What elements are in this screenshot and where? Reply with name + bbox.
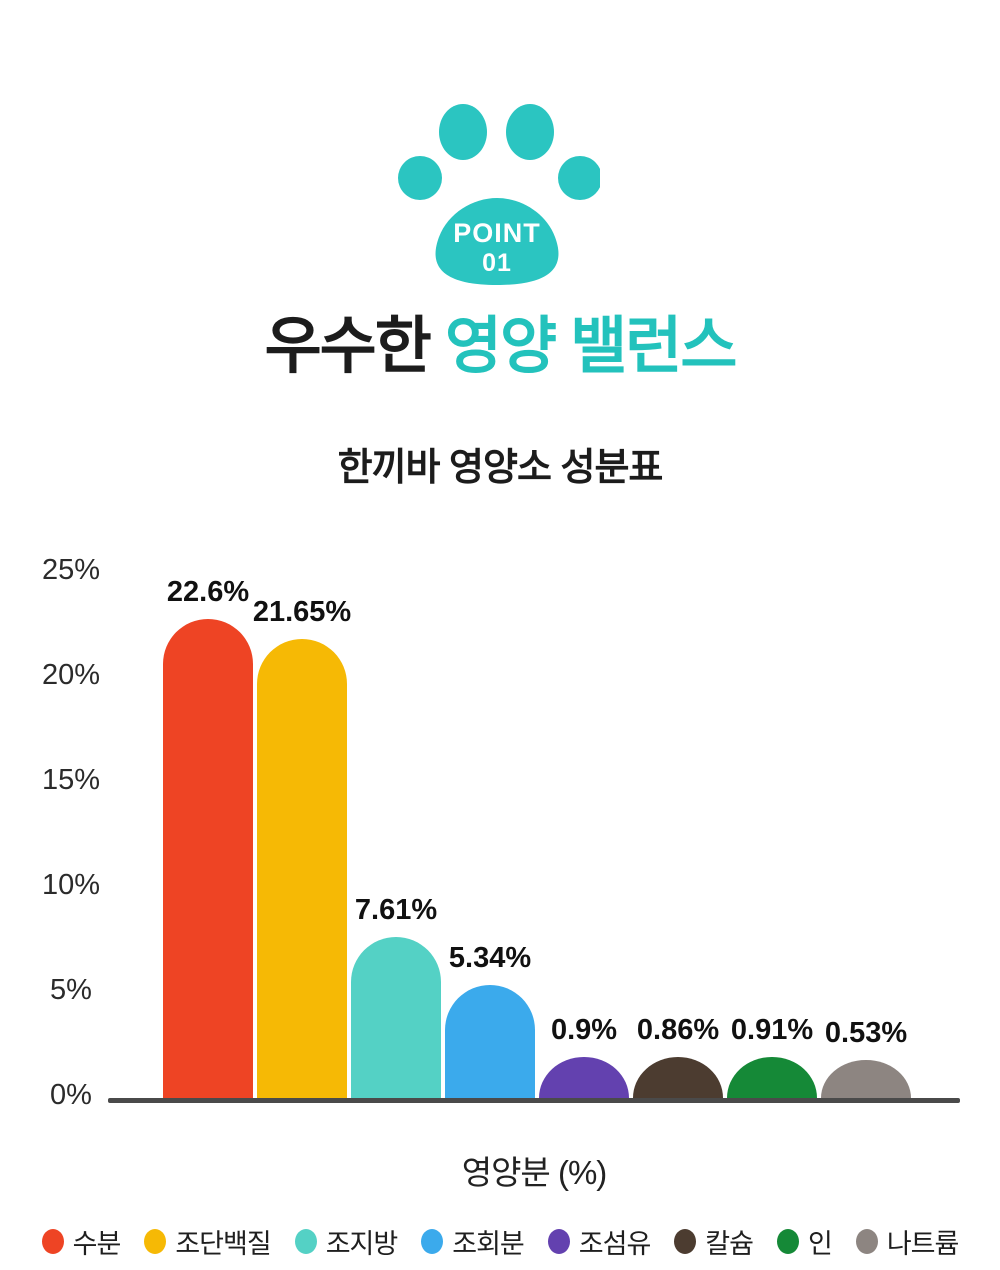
legend-label: 조회분 xyxy=(452,1229,525,1259)
bar-shape xyxy=(727,1056,817,1098)
y-tick-label: 10% xyxy=(41,869,101,901)
bar-조단백질: 21.65% xyxy=(253,596,351,1098)
legend-dot-icon xyxy=(294,1229,317,1254)
badge-point-label: POINT xyxy=(453,218,541,248)
legend-dot-icon xyxy=(41,1229,64,1254)
bar-value-label: 0.53% xyxy=(824,1016,908,1049)
page-title-black: 우수한 xyxy=(264,312,432,381)
legend-item-인: 인 xyxy=(776,1222,833,1261)
bar-value-label: 5.34% xyxy=(448,941,532,974)
bar-value-label: 0.91% xyxy=(730,1013,814,1046)
x-axis-line xyxy=(108,1098,960,1103)
bar-shape xyxy=(445,984,535,1098)
y-tick-label: 5% xyxy=(50,974,92,1006)
legend-dot-icon xyxy=(674,1229,697,1254)
legend-dot-icon xyxy=(144,1229,167,1254)
legend-dot-icon xyxy=(776,1229,799,1254)
paw-pad-icon xyxy=(435,198,559,285)
bar-shape xyxy=(257,639,347,1098)
y-tick-label: 0% xyxy=(50,1079,92,1111)
legend-label: 조지방 xyxy=(325,1229,399,1259)
bar-series: 22.6% 21.65% 7.61% 5.34% 0.9% 0.86% 0.91% 0.53% xyxy=(163,576,911,1098)
x-axis-title: 영양분 (%) xyxy=(461,1154,608,1191)
paw-toe-midleft-icon xyxy=(439,104,487,160)
bar-나트륨: 0.53% xyxy=(821,1017,911,1098)
bar-value-label: 0.9% xyxy=(550,1013,618,1046)
legend-dot-icon xyxy=(421,1229,444,1254)
paw-icon: POINT 01 xyxy=(398,104,600,285)
paw-toe-left-icon xyxy=(398,156,442,200)
y-tick-label: 15% xyxy=(41,764,101,796)
legend-dot-icon xyxy=(547,1229,570,1254)
legend-item-조섬유: 조섬유 xyxy=(547,1222,652,1261)
paw-toe-midright-icon xyxy=(506,104,554,160)
y-tick-label: 20% xyxy=(41,659,101,691)
chart-title: 한끼바 영양소 성분표 xyxy=(337,447,664,489)
y-tick-label: 25% xyxy=(41,554,101,586)
bar-조섬유: 0.9% xyxy=(539,1014,629,1098)
bar-shape xyxy=(633,1057,723,1098)
bar-수분: 22.6% xyxy=(163,576,253,1098)
bar-value-label: 21.65% xyxy=(252,596,352,629)
bar-shape xyxy=(163,618,253,1098)
bar-value-label: 22.6% xyxy=(166,575,250,608)
bar-value-label: 0.86% xyxy=(636,1014,720,1047)
legend-label: 수분 xyxy=(72,1229,122,1259)
bar-조회분: 5.34% xyxy=(445,942,535,1098)
bar-value-label: 7.61% xyxy=(354,893,438,926)
legend-item-칼슘: 칼슘 xyxy=(674,1222,754,1261)
bar-칼슘: 0.86% xyxy=(633,1014,723,1098)
legend-item-조단백질: 조단백질 xyxy=(144,1222,272,1261)
legend-item-조지방: 조지방 xyxy=(294,1222,399,1261)
legend-item-조회분: 조회분 xyxy=(421,1222,525,1261)
legend-label: 조섬유 xyxy=(578,1229,652,1259)
badge-point-number: 01 xyxy=(482,249,512,277)
paw-toe-right-icon xyxy=(558,156,600,200)
bar-shape xyxy=(351,936,441,1098)
page-title: 우수한 영양 밸런스 xyxy=(0,312,1000,381)
legend-item-수분: 수분 xyxy=(41,1222,122,1261)
legend-label: 칼슘 xyxy=(705,1229,754,1259)
page-title-accent: 영양 밸런스 xyxy=(429,312,737,381)
bar-shape xyxy=(539,1056,629,1098)
legend-label: 나트륨 xyxy=(886,1229,960,1259)
legend-label: 인 xyxy=(807,1229,833,1259)
bar-인: 0.91% xyxy=(727,1014,817,1098)
legend-dot-icon xyxy=(855,1229,878,1254)
chart-legend: 수분 조단백질 조지방 조회분 조섬유 칼슘 인 나트륨 xyxy=(0,1222,1000,1261)
legend-item-나트륨: 나트륨 xyxy=(855,1222,960,1261)
legend-label: 조단백질 xyxy=(175,1229,271,1259)
bar-조지방: 7.61% xyxy=(351,894,441,1098)
bar-shape xyxy=(821,1059,911,1098)
